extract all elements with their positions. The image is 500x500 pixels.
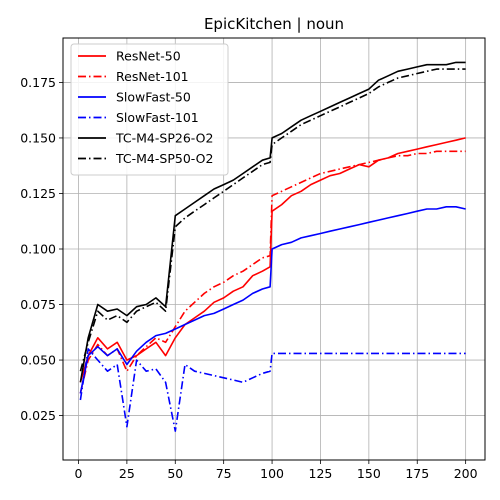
y-axis: 0.025 0.050 0.075 0.100 0.125 0.150 0.175	[20, 75, 63, 423]
x-tick-label: 125	[309, 466, 333, 481]
x-tick-label: 150	[357, 466, 381, 481]
y-tick-label: 0.025	[20, 408, 56, 423]
legend-label: ResNet-50	[116, 49, 181, 64]
x-tick-label: 75	[216, 466, 232, 481]
x-tick-label: 50	[167, 466, 183, 481]
x-tick-label: 0	[75, 466, 83, 481]
x-tick-label: 100	[260, 466, 284, 481]
series-line-slowfast-101	[79, 348, 466, 432]
y-tick-label: 0.175	[20, 75, 56, 90]
x-axis: 0 25 50 75 100 125 150 175 200	[75, 460, 478, 481]
y-tick-label: 0.100	[20, 242, 56, 257]
series-line-resnet-101	[79, 150, 466, 394]
chart-title: EpicKitchen | noun	[204, 15, 344, 33]
y-tick-label: 0.075	[20, 297, 56, 312]
series-line-slowfast-50	[79, 206, 466, 394]
x-tick-label: 175	[405, 466, 429, 481]
legend-label: TC-M4-SP26-O2	[115, 131, 213, 146]
legend-box	[70, 43, 229, 176]
x-tick-label: 200	[454, 466, 478, 481]
y-tick-label: 0.050	[20, 353, 56, 368]
legend-label: ResNet-101	[116, 69, 189, 84]
series-lines	[79, 61, 466, 432]
y-tick-label: 0.150	[20, 130, 56, 145]
legend: ResNet-50 ResNet-101 SlowFast-50 SlowFast-1…	[70, 43, 229, 176]
legend-label: SlowFast-101	[116, 110, 199, 125]
x-tick-label: 25	[119, 466, 135, 481]
y-tick-label: 0.125	[20, 186, 56, 201]
legend-label: TC-M4-SP50-O2	[115, 151, 213, 166]
legend-label: SlowFast-50	[116, 90, 191, 105]
